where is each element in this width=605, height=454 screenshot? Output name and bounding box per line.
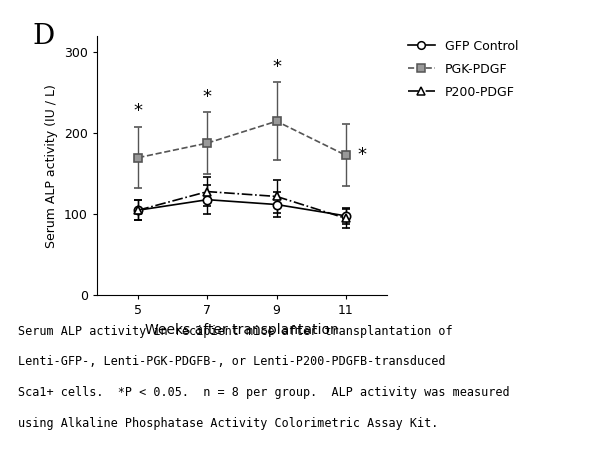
Text: *: * [272,58,281,76]
Legend: GFP Control, PGK-PDGF, P200-PDGF: GFP Control, PGK-PDGF, P200-PDGF [405,37,521,101]
Y-axis label: Serum ALP activity (IU / L): Serum ALP activity (IU / L) [45,84,58,247]
Text: *: * [134,103,143,120]
Text: *: * [203,88,212,106]
Text: using Alkaline Phosphatase Activity Colorimetric Assay Kit.: using Alkaline Phosphatase Activity Colo… [18,417,439,430]
Text: D: D [33,23,55,50]
X-axis label: Weeks after transplantation: Weeks after transplantation [145,323,339,337]
Text: Sca1+ cells.  *P < 0.05.  n = 8 per group.  ALP activity was measured: Sca1+ cells. *P < 0.05. n = 8 per group.… [18,386,510,400]
Text: Serum ALP activity in recipient mice after transplantation of: Serum ALP activity in recipient mice aft… [18,325,453,338]
Text: *: * [358,146,367,164]
Text: Lenti-GFP-, Lenti-PGK-PDGFB-, or Lenti-P200-PDGFB-transduced: Lenti-GFP-, Lenti-PGK-PDGFB-, or Lenti-P… [18,355,446,369]
